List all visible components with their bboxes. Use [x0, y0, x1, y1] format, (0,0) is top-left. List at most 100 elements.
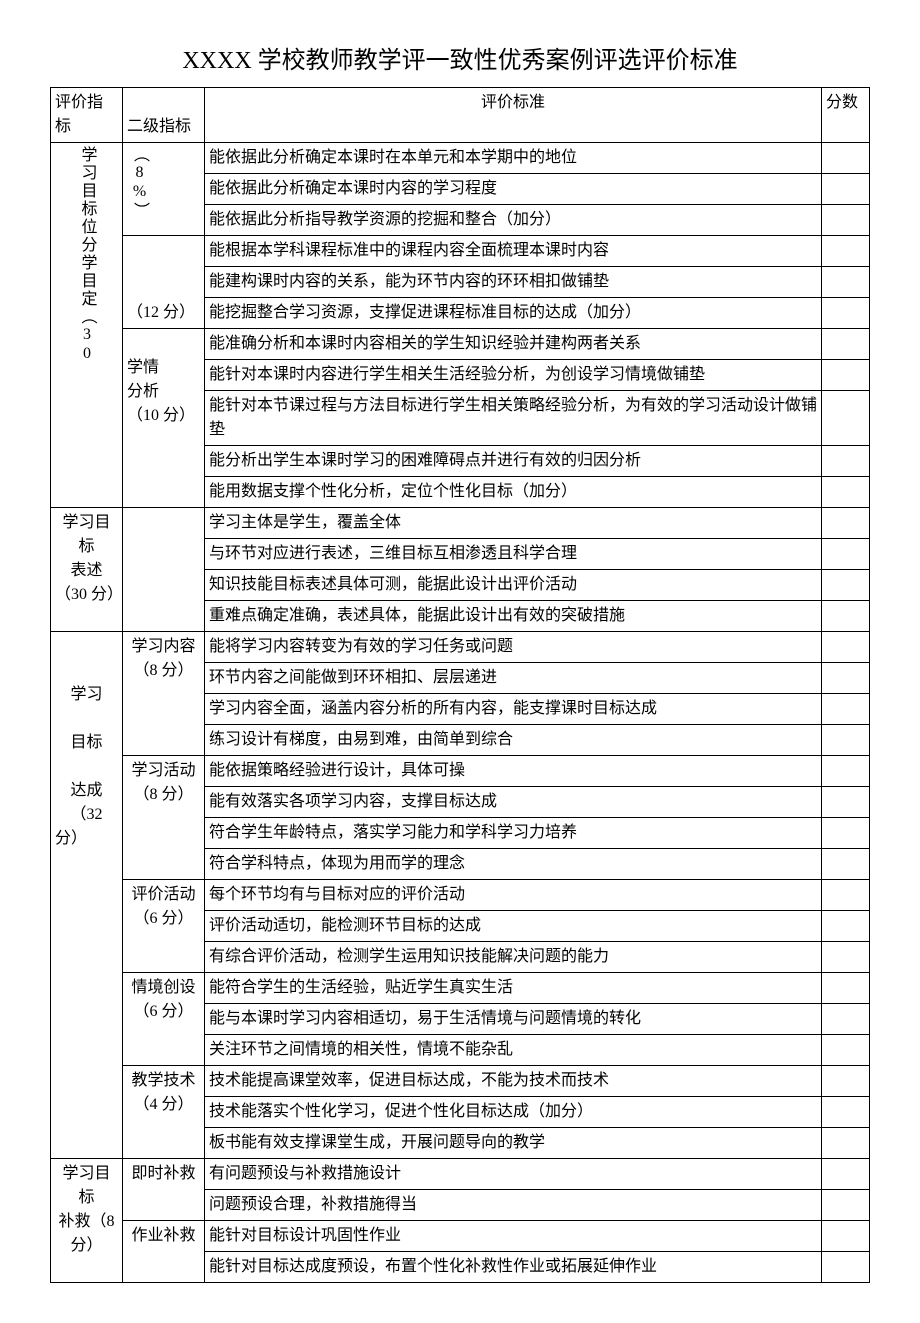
score-cell	[822, 1004, 870, 1035]
criteria-cell: 练习设计有梯度，由易到难，由简单到综合	[205, 725, 822, 756]
s3s3-l1: 评价活动	[131, 886, 195, 903]
score-cell	[822, 1035, 870, 1066]
score-cell	[822, 267, 870, 298]
criteria-cell: 能依据此分析确定本课时在本单元和本学期中的地位	[205, 143, 822, 174]
score-cell	[822, 942, 870, 973]
criteria-cell: 符合学生年龄特点，落实学习能力和学科学习力培养	[205, 818, 822, 849]
criteria-cell: 能根据本学科课程标准中的课程内容全面梳理本课时内容	[205, 236, 822, 267]
section2-sub-label	[123, 508, 205, 632]
criteria-cell: 与环节对应进行表述，三维目标互相渗透且科学合理	[205, 539, 822, 570]
sub3-l3: （10 分）	[127, 407, 195, 424]
score-cell	[822, 205, 870, 236]
table-row: （12 分） 能根据本学科课程标准中的课程内容全面梳理本课时内容	[51, 236, 870, 267]
section1-sub1-label-text: （8%）	[127, 146, 151, 220]
criteria-cell: 能挖掘整合学习资源，支撑促进课程标准目标的达成（加分）	[205, 298, 822, 329]
criteria-cell: 每个环节均有与目标对应的评价活动	[205, 880, 822, 911]
s2-l2: 表述	[70, 562, 102, 579]
header-col2: 二级指标	[123, 88, 205, 143]
document-title: XXXX 学校教师教学评一致性优秀案例评选评价标准	[50, 40, 870, 75]
section3-label: 学习目标达成（32分）	[51, 632, 123, 1159]
score-cell	[822, 818, 870, 849]
criteria-cell: 能与本课时学习内容相适切，易于生活情境与问题情境的转化	[205, 1004, 822, 1035]
score-cell	[822, 143, 870, 174]
section1-label-text: 学习目标位分学目定（30	[75, 146, 99, 364]
score-cell	[822, 1159, 870, 1190]
section3-sub3-label: 评价活动 （6 分）	[123, 880, 205, 973]
section3-sub2-label: 学习活动 （8 分）	[123, 756, 205, 880]
s4-l1: 学习目标	[62, 1165, 110, 1206]
table-row: 学习目标表述（30 分） 学习主体是学生，覆盖全体	[51, 508, 870, 539]
s3s4-l2: （6 分）	[133, 1003, 193, 1020]
criteria-cell: 能依据此分析确定本课时内容的学习程度	[205, 174, 822, 205]
s3s2-l2: （8 分）	[133, 786, 193, 803]
criteria-cell: 知识技能目标表述具体可测，能据此设计出评价活动	[205, 570, 822, 601]
s3-l4: （32	[70, 806, 102, 823]
table-row: 教学技术（4 分） 技术能提高课堂效率，促进目标达成，不能为技术而技术	[51, 1066, 870, 1097]
score-cell	[822, 787, 870, 818]
criteria-cell: 能用数据支撑个性化分析，定位个性化目标（加分）	[205, 477, 822, 508]
score-cell	[822, 360, 870, 391]
s3s1-l2: （8 分）	[133, 662, 193, 679]
criteria-cell: 学习内容全面，涵盖内容分析的所有内容，能支撑课时目标达成	[205, 694, 822, 725]
score-cell	[822, 1097, 870, 1128]
score-cell	[822, 1190, 870, 1221]
score-cell	[822, 694, 870, 725]
score-cell	[822, 849, 870, 880]
section1-sub1-label: （8%）	[123, 143, 205, 236]
section3-sub5-label: 教学技术（4 分）	[123, 1066, 205, 1159]
score-cell	[822, 973, 870, 1004]
s3s4-l1: 情境创设	[131, 979, 195, 996]
table-header-row: 评价指标 二级指标 评价标准 分数	[51, 88, 870, 143]
criteria-cell: 能符合学生的生活经验，贴近学生真实生活	[205, 973, 822, 1004]
criteria-cell: 能针对本节课过程与方法目标进行学生相关策略经验分析，为有效的学习活动设计做铺垫	[205, 391, 822, 446]
score-cell	[822, 632, 870, 663]
criteria-cell: 关注环节之间情境的相关性，情境不能杂乱	[205, 1035, 822, 1066]
criteria-cell: 板书能有效支撑课堂生成，开展问题导向的教学	[205, 1128, 822, 1159]
criteria-cell: 有综合评价活动，检测学生运用知识技能解决问题的能力	[205, 942, 822, 973]
table-row: 评价活动（6 分） 每个环节均有与目标对应的评价活动	[51, 880, 870, 911]
score-cell	[822, 756, 870, 787]
section4-sub2-label: 作业补救	[123, 1221, 205, 1283]
criteria-cell: 能将学习内容转变为有效的学习任务或问题	[205, 632, 822, 663]
criteria-cell: 技术能落实个性化学习，促进个性化目标达成（加分）	[205, 1097, 822, 1128]
score-cell	[822, 663, 870, 694]
score-cell	[822, 1221, 870, 1252]
sub3-l1: 学情	[127, 359, 159, 376]
criteria-cell: 能针对目标达成度预设，布置个性化补救性作业或拓展延伸作业	[205, 1252, 822, 1283]
header-col3: 评价标准	[205, 88, 822, 143]
score-cell	[822, 570, 870, 601]
section4-label: 学习目标补救（8分）	[51, 1159, 123, 1283]
s3s3-l2: （6 分）	[133, 910, 193, 927]
score-cell	[822, 236, 870, 267]
table-row: 学习目标达成（32分） 学习内容（8 分） 能将学习内容转变为有效的学习任务或问…	[51, 632, 870, 663]
s3s2-l1: 学习活动	[131, 762, 195, 779]
section3-sub1-label: 学习内容 （8 分）	[123, 632, 205, 756]
criteria-cell: 能有效落实各项学习内容，支撑目标达成	[205, 787, 822, 818]
evaluation-table: 评价指标 二级指标 评价标准 分数 学习目标位分学目定（30 （8%） 能依据此…	[50, 87, 870, 1283]
s3s1-l1: 学习内容	[131, 638, 195, 655]
s3-l3: 达成	[70, 782, 102, 799]
criteria-cell: 问题预设合理，补救措施得当	[205, 1190, 822, 1221]
table-row: 情境创设（6 分） 能符合学生的生活经验，贴近学生真实生活	[51, 973, 870, 1004]
s3s5-l2: （4 分）	[133, 1096, 193, 1113]
section1-sub2-label: （12 分）	[123, 236, 205, 329]
criteria-cell: 学习主体是学生，覆盖全体	[205, 508, 822, 539]
s3-l1: 学习	[70, 686, 102, 703]
score-cell	[822, 477, 870, 508]
criteria-cell: 能依据策略经验进行设计，具体可操	[205, 756, 822, 787]
table-row: 学情分析（10 分） 能准确分析和本课时内容相关的学生知识经验并建构两者关系	[51, 329, 870, 360]
table-row: 学习目标补救（8分） 即时补救 有问题预设与补救措施设计	[51, 1159, 870, 1190]
criteria-cell: 能建构课时内容的关系，能为环节内容的环环相扣做铺垫	[205, 267, 822, 298]
score-cell	[822, 880, 870, 911]
section4-sub1-label: 即时补救	[123, 1159, 205, 1221]
s2-l3: （30 分）	[55, 586, 123, 603]
table-row: 学习目标位分学目定（30 （8%） 能依据此分析确定本课时在本单元和本学期中的地…	[51, 143, 870, 174]
criteria-cell: 有问题预设与补救措施设计	[205, 1159, 822, 1190]
table-row: 作业补救 能针对目标设计巩固性作业	[51, 1221, 870, 1252]
criteria-cell: 能针对本课时内容进行学生相关生活经验分析，为创设学习情境做铺垫	[205, 360, 822, 391]
s3-l5: 分）	[55, 827, 118, 851]
header-col1: 评价指标	[51, 88, 123, 143]
score-cell	[822, 298, 870, 329]
score-cell	[822, 911, 870, 942]
criteria-cell: 能分析出学生本课时学习的困难障碍点并进行有效的归因分析	[205, 446, 822, 477]
